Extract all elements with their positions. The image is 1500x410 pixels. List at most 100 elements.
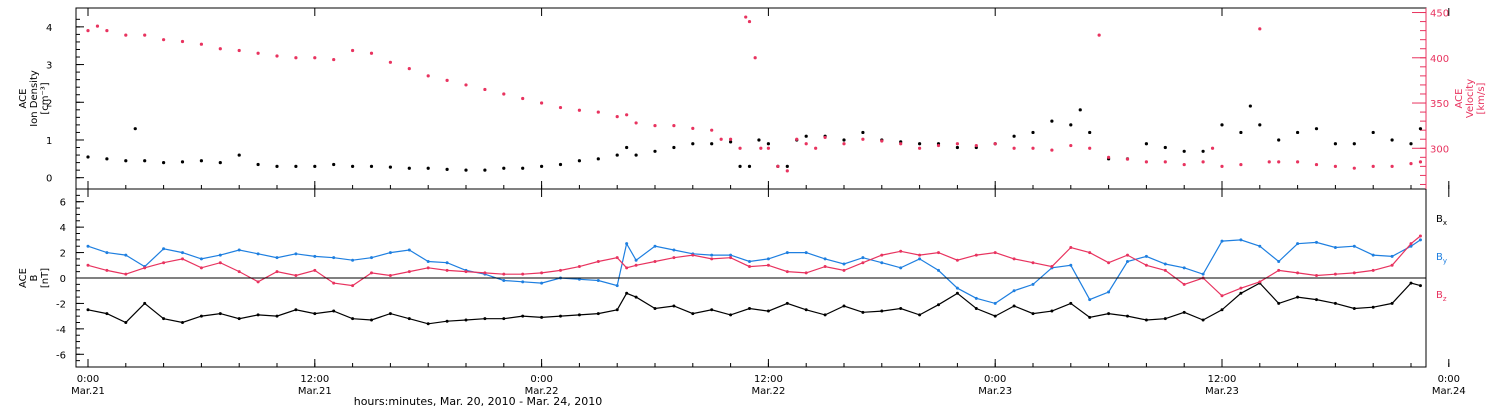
velocity-point (955, 142, 960, 146)
by-point (842, 262, 846, 266)
by-point (1163, 262, 1167, 266)
density-point (1201, 149, 1205, 153)
bx-point (483, 317, 487, 321)
bx-point (1390, 301, 1394, 305)
bx-point (1107, 312, 1111, 316)
bz-point (691, 253, 695, 257)
velocity-point (199, 42, 203, 46)
bx-point (596, 312, 600, 316)
by-point (804, 251, 808, 255)
bx-point (162, 317, 166, 321)
density-point (691, 142, 695, 146)
velocity-point (180, 39, 185, 44)
bz-point (615, 256, 619, 260)
velocity-point (1050, 148, 1054, 152)
velocity-point (776, 164, 780, 168)
velocity-point (615, 115, 619, 119)
bx-point (918, 313, 922, 317)
bz-point (218, 261, 222, 265)
axis-label-text: ACEVelocity[km/s] (1454, 79, 1487, 118)
density-point (747, 164, 752, 168)
bx-point (351, 317, 355, 321)
density-point (256, 162, 260, 167)
by-point (218, 253, 222, 257)
velocity-point (1296, 160, 1300, 164)
bz-point (1371, 268, 1375, 272)
density-point (294, 164, 298, 168)
bx-point (1201, 318, 1205, 322)
density-point (388, 165, 392, 169)
by-point (521, 280, 525, 284)
bx-point (1333, 301, 1337, 305)
x-tick-date: Mar.23 (1205, 386, 1239, 397)
velocity-point (738, 146, 742, 150)
density-point (133, 127, 137, 131)
bx-point (294, 308, 298, 312)
axis-label-text: ACEB[nT] (18, 268, 51, 288)
bz-point (804, 271, 808, 275)
velocity-point (369, 51, 374, 55)
velocity-point (744, 15, 748, 19)
velocity-point (672, 124, 676, 128)
density-point (1390, 138, 1394, 142)
velocity-point (1267, 160, 1271, 164)
density-point (757, 138, 761, 142)
velocity-point (1352, 166, 1356, 170)
by-point (1031, 282, 1035, 286)
bx-point (181, 321, 184, 324)
by-point (1144, 254, 1148, 258)
x-tick-date: Mar.24 (1432, 386, 1466, 397)
velocity-point (426, 74, 430, 78)
x-tick-time: 0:00 (1438, 374, 1460, 385)
bz-point (1069, 245, 1073, 249)
density-point (540, 164, 544, 168)
bx-point (105, 312, 109, 316)
velocity-point (1201, 160, 1205, 164)
bx-point (691, 312, 695, 316)
bx-point (1144, 318, 1148, 322)
by-point (880, 261, 884, 265)
by-point (256, 252, 260, 256)
by-point (596, 279, 600, 283)
density-point (369, 164, 374, 168)
density-point (445, 167, 449, 171)
velocity-point (1277, 160, 1281, 164)
bx-point (993, 314, 997, 318)
velocity-point (1220, 164, 1224, 168)
bx-point (1296, 295, 1300, 299)
velocity-point (351, 48, 355, 53)
bz-point (1258, 280, 1262, 284)
bx-point (218, 312, 222, 316)
bz-point (1012, 257, 1016, 261)
velocity-point (1333, 164, 1337, 168)
bx-point (729, 313, 733, 317)
bx-point (1163, 317, 1167, 321)
by-point (199, 257, 203, 261)
velocity-point (577, 108, 582, 112)
density-point (1352, 142, 1356, 146)
density-point (1069, 123, 1073, 127)
density-point (710, 142, 714, 146)
density-point (105, 157, 109, 161)
x-tick-date: Mar.22 (525, 386, 559, 397)
bx-point (1031, 312, 1035, 316)
bz-point (332, 281, 336, 285)
bz-point (880, 253, 884, 257)
bz-point (596, 259, 600, 263)
density-point (918, 142, 922, 146)
bx-point (955, 291, 959, 295)
velocity-point (719, 137, 723, 141)
velocity-point (993, 142, 997, 146)
velocity-point (1258, 27, 1262, 31)
bx-point (974, 307, 978, 311)
x-tick-time: 0:00 (77, 374, 99, 385)
bx-point (634, 295, 638, 299)
velocity-point (256, 51, 260, 55)
by-point (1371, 253, 1375, 257)
velocity-axis: 300 350 400 450 (1412, 8, 1449, 189)
velocity-point (1390, 164, 1394, 168)
bz-point (1144, 263, 1148, 267)
x-tick-date: Mar.23 (978, 386, 1012, 397)
velocity-point (880, 139, 884, 143)
velocity-point (1163, 160, 1167, 164)
